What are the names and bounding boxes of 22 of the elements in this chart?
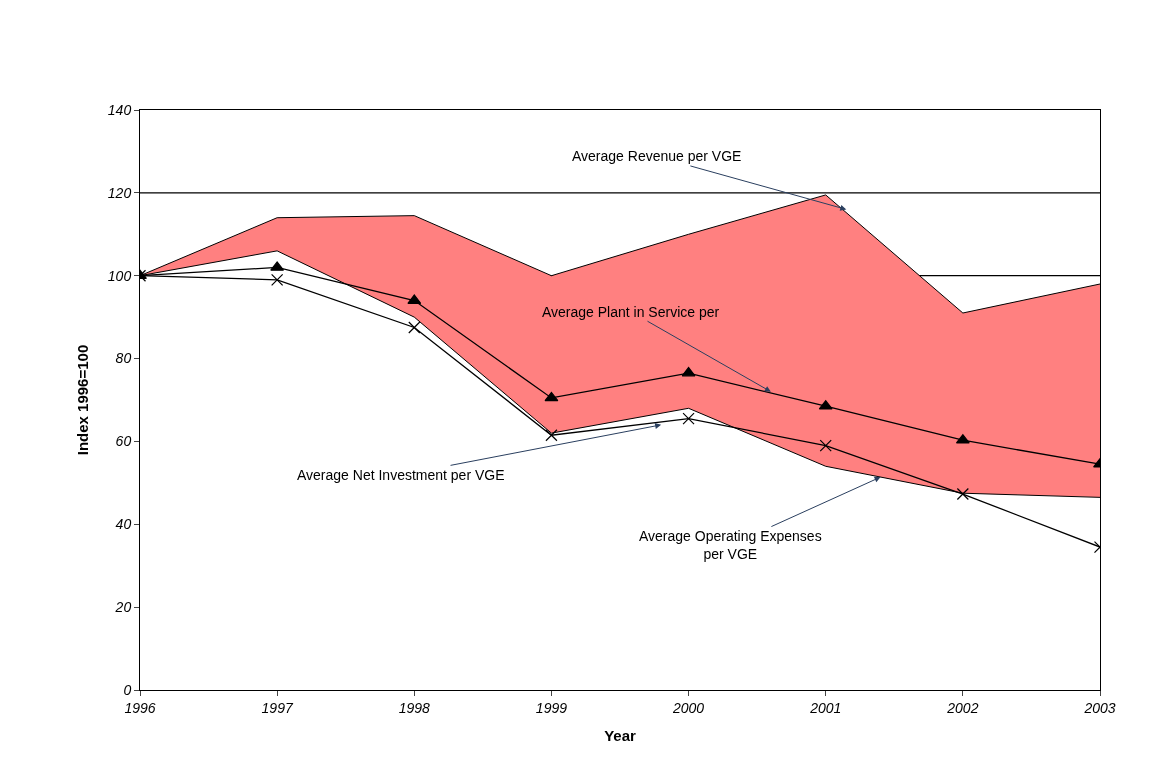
- x-tick-label: 2003: [1083, 699, 1116, 716]
- y-tick-label: 40: [115, 516, 132, 533]
- y-tick-label: 120: [107, 184, 132, 201]
- y-tick-label: 140: [107, 101, 132, 118]
- y-tick-label: 60: [115, 433, 132, 450]
- y-tick-label: 20: [114, 599, 132, 616]
- annotation: Average Net Investment per VGE: [297, 467, 505, 483]
- x-tick-label: 1999: [535, 699, 568, 716]
- x-axis-title: Year: [604, 726, 637, 744]
- annotation: Average Operating Expenses per VGE: [639, 528, 822, 563]
- y-tick-label: 100: [107, 267, 132, 284]
- y-tick-label: 0: [123, 681, 132, 698]
- x-tick-label: 2002: [946, 699, 979, 716]
- y-axis-title: Index 1996=100: [74, 344, 92, 456]
- x-tick-label: 2001: [809, 699, 842, 716]
- annotation: Average Plant in Service per: [542, 304, 720, 320]
- x-tick-label: 2000: [671, 699, 705, 716]
- annotation: Average Revenue per VGE: [572, 148, 742, 164]
- x-tick-label: 1998: [398, 699, 431, 716]
- y-tick-label: 80: [115, 350, 132, 367]
- x-tick-label: 1996: [124, 699, 156, 716]
- x-tick-label: 1997: [261, 699, 294, 716]
